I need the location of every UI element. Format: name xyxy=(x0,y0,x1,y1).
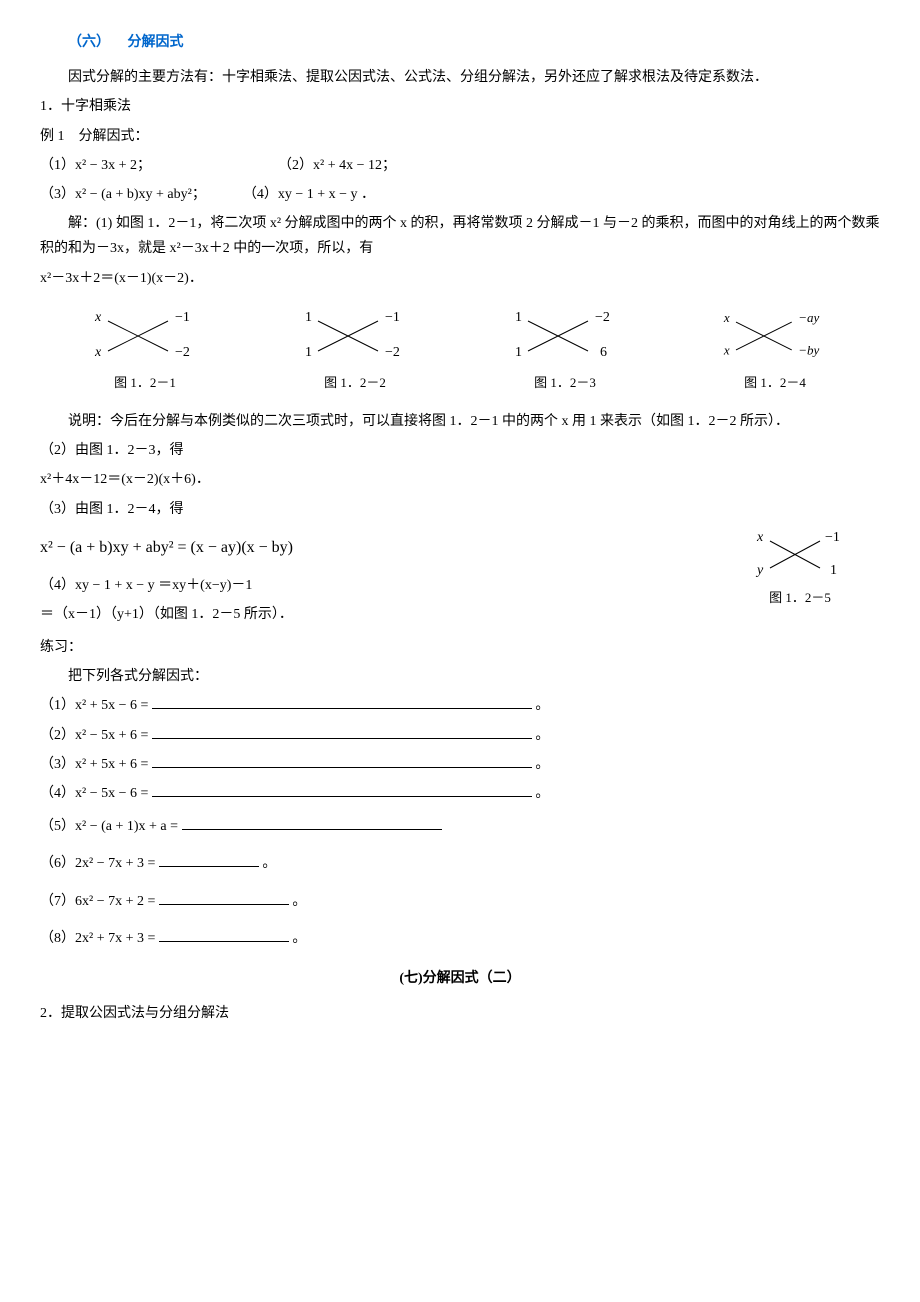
ex1-1: （1）x² − 3x + 2； xyxy=(40,158,151,173)
diagram-3-label: 图 1．2－3 xyxy=(534,371,596,394)
ex1-3: （3）x² − (a + b)xy + aby²； xyxy=(40,187,206,202)
sol3-sol4-row: x² − (a + b)xy + aby² = (x − ay)(x − by)… xyxy=(40,526,880,631)
sol2-line1: （2）由图 1．2－3，得 xyxy=(40,438,880,463)
svg-text:x: x xyxy=(94,310,102,325)
practice-8: （8）2x² + 7x + 3 = 。 xyxy=(40,926,880,951)
sol4-line2: ＝（x－1）（y+1）（如图 1．2－5 所示）． xyxy=(40,602,720,627)
solution-1-eq: x²－3x＋2＝(x－1)(x－2)． xyxy=(40,266,880,291)
svg-text:x: x xyxy=(756,530,764,545)
sol2-eq: x²＋4x－12＝(x－2)(x＋6)． xyxy=(40,467,880,492)
svg-text:x: x xyxy=(94,345,102,360)
ex1-2: （2）x² + 4x − 12； xyxy=(278,158,396,173)
svg-text:1: 1 xyxy=(515,310,522,325)
practice-2: （2）x² − 5x + 6 = 。 xyxy=(40,723,880,748)
diagram-2-label: 图 1．2－2 xyxy=(324,371,386,394)
svg-text:x: x xyxy=(723,310,730,325)
svg-text:−1: −1 xyxy=(385,310,400,325)
section-7-title: (七)分解因式（二） xyxy=(40,966,880,991)
practice-3: （3）x² + 5x + 6 = 。 xyxy=(40,752,880,777)
svg-text:−ay: −ay xyxy=(798,310,819,325)
practice-4: （4）x² − 5x − 6 = 。 xyxy=(40,781,880,806)
diagram-4-label: 图 1．2－4 xyxy=(744,371,806,394)
example-1-row-2: （3）x² − (a + b)xy + aby²； （4）xy − 1 + x … xyxy=(40,182,880,207)
sol4-line1: （4）xy − 1 + x − y ＝xy＋(x−y)－1 xyxy=(40,573,720,598)
diagram-1-label: 图 1．2－1 xyxy=(114,371,176,394)
practice-intro: 把下列各式分解因式： xyxy=(40,664,880,689)
practice-1: （1）x² + 5x − 6 = 。 xyxy=(40,693,880,718)
svg-text:1: 1 xyxy=(830,563,837,578)
blank-7 xyxy=(159,890,289,905)
svg-text:1: 1 xyxy=(305,310,312,325)
practice-label: 练习： xyxy=(40,635,880,660)
method-2-title: 2．提取公因式法与分组分解法 xyxy=(40,1001,880,1026)
svg-text:y: y xyxy=(755,563,764,578)
practice-6: （6）2x² − 7x + 3 = 。 xyxy=(40,851,880,876)
blank-5 xyxy=(182,815,442,830)
solution-1-text: 解：(1) 如图 1．2－1，将二次项 x² 分解成图中的两个 x 的积，再将常… xyxy=(40,211,880,261)
diagram-2: 1 1 −1 −2 图 1．2－2 xyxy=(290,306,420,394)
practice-7: （7）6x² − 7x + 2 = 。 xyxy=(40,889,880,914)
method-1-title: 1．十字相乘法 xyxy=(40,94,880,119)
section-6-title: （六） 分解因式 xyxy=(68,30,880,55)
svg-text:−1: −1 xyxy=(175,310,190,325)
intro-paragraph: 因式分解的主要方法有：十字相乘法、提取公因式法、公式法、分组分解法，另外还应了解… xyxy=(40,65,880,90)
diagram-5-label: 图 1．2－5 xyxy=(769,586,831,609)
blank-4 xyxy=(152,782,532,797)
blank-6 xyxy=(159,852,259,867)
svg-text:−1: −1 xyxy=(825,530,840,545)
diagram-3: 1 1 −2 6 图 1．2－3 xyxy=(500,306,630,394)
sol3-line1: （3）由图 1．2－4，得 xyxy=(40,497,880,522)
blank-2 xyxy=(152,724,532,739)
svg-text:1: 1 xyxy=(515,345,522,360)
diagram-4: x x −ay −by 图 1．2－4 xyxy=(710,306,840,394)
svg-text:−2: −2 xyxy=(175,345,190,360)
blank-3 xyxy=(152,753,532,768)
svg-text:−2: −2 xyxy=(385,345,400,360)
example-1-title: 例 1 分解因式： xyxy=(40,124,880,149)
svg-text:−by: −by xyxy=(798,342,819,357)
note-paragraph: 说明：今后在分解与本例类似的二次三项式时，可以直接将图 1．2－1 中的两个 x… xyxy=(40,409,880,434)
blank-1 xyxy=(152,694,532,709)
ex1-4: （4）xy − 1 + x − y ． xyxy=(243,187,375,202)
svg-text:−2: −2 xyxy=(595,310,610,325)
svg-text:1: 1 xyxy=(305,345,312,360)
practice-5: （5）x² − (a + 1)x + a = xyxy=(40,814,880,839)
diagram-5: x y −1 1 图 1．2－5 xyxy=(720,526,880,609)
example-1-row-1: （1）x² − 3x + 2； （2）x² + 4x − 12； xyxy=(40,153,880,178)
svg-text:x: x xyxy=(723,342,730,357)
sol3-eq: x² − (a + b)xy + aby² = (x − ay)(x − by) xyxy=(40,534,720,563)
svg-text:6: 6 xyxy=(600,345,607,360)
diagrams-row-1: x x −1 −2 图 1．2－1 1 1 −1 −2 图 1．2－2 1 1 … xyxy=(40,306,880,394)
blank-8 xyxy=(159,927,289,942)
diagram-1: x x −1 −2 图 1．2－1 xyxy=(80,306,210,394)
